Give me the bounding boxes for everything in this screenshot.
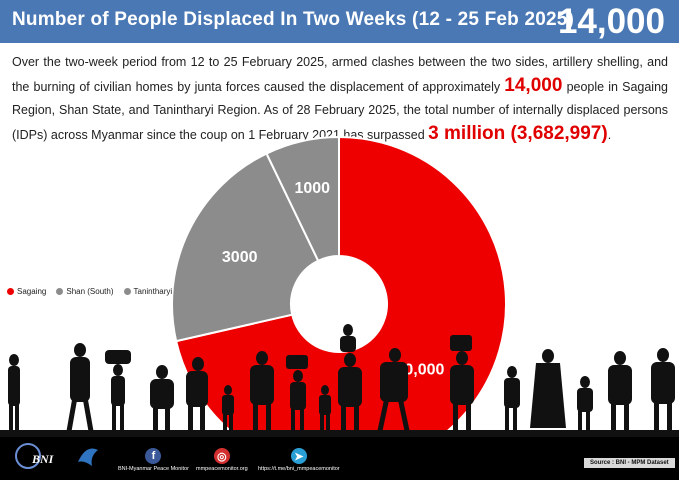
intro-highlight-1: 14,000 bbox=[504, 75, 563, 96]
social-label: https://t.me/bni_mmpeacemonitor bbox=[258, 466, 340, 472]
legend-label: Shan (South) bbox=[66, 287, 114, 296]
legend-item: Shan (South) bbox=[56, 287, 114, 296]
footer-bar bbox=[0, 437, 679, 480]
chart-legend: Sagaing Shan (South) Tanintharyi bbox=[7, 287, 172, 296]
total-displaced: 14,000 bbox=[557, 2, 665, 41]
source-label: Source : BNI - MPM Dataset bbox=[584, 458, 675, 468]
legend-dot bbox=[123, 288, 131, 295]
data-label-1: 3000 bbox=[222, 249, 258, 266]
header-banner: Number of People Displaced In Two Weeks … bbox=[0, 0, 679, 43]
social-link-1[interactable]: ◎ mmpeacemonitor.org bbox=[196, 448, 248, 472]
legend-dot bbox=[7, 288, 14, 295]
svg-text:BNI: BNI bbox=[31, 452, 54, 466]
social-link-0[interactable]: f BNI-Myanmar Peace Monitor bbox=[118, 448, 189, 472]
bni-logo: BNI bbox=[14, 442, 55, 476]
legend-label: Tanintharyi bbox=[133, 287, 173, 296]
people-silhouettes bbox=[0, 324, 679, 440]
legend-label: Sagaing bbox=[17, 287, 47, 296]
data-label-2: 1000 bbox=[294, 180, 330, 197]
intro-text-3: . bbox=[607, 128, 612, 142]
facebook-icon: f bbox=[145, 448, 162, 464]
social-label: BNI-Myanmar Peace Monitor bbox=[118, 466, 189, 472]
social-link-2[interactable]: ➤ https://t.me/bni_mmpeacemonitor bbox=[258, 448, 340, 472]
legend-dot bbox=[56, 288, 64, 295]
donut-hole bbox=[291, 256, 387, 352]
chart-title: Number of People Displaced In Two Weeks … bbox=[12, 9, 575, 30]
legend-item: Sagaing bbox=[7, 287, 46, 296]
intro-text-1: Over the two-week period from 12 to 25 F… bbox=[12, 55, 668, 94]
legend-item: Tanintharyi bbox=[123, 287, 173, 296]
mpm-logo bbox=[70, 442, 104, 476]
globe-icon: ◎ bbox=[213, 448, 230, 464]
social-label: mmpeacemonitor.org bbox=[196, 466, 248, 472]
intro-highlight-2: 3 million (3,682,997) bbox=[428, 123, 608, 144]
telegram-icon: ➤ bbox=[290, 448, 307, 464]
